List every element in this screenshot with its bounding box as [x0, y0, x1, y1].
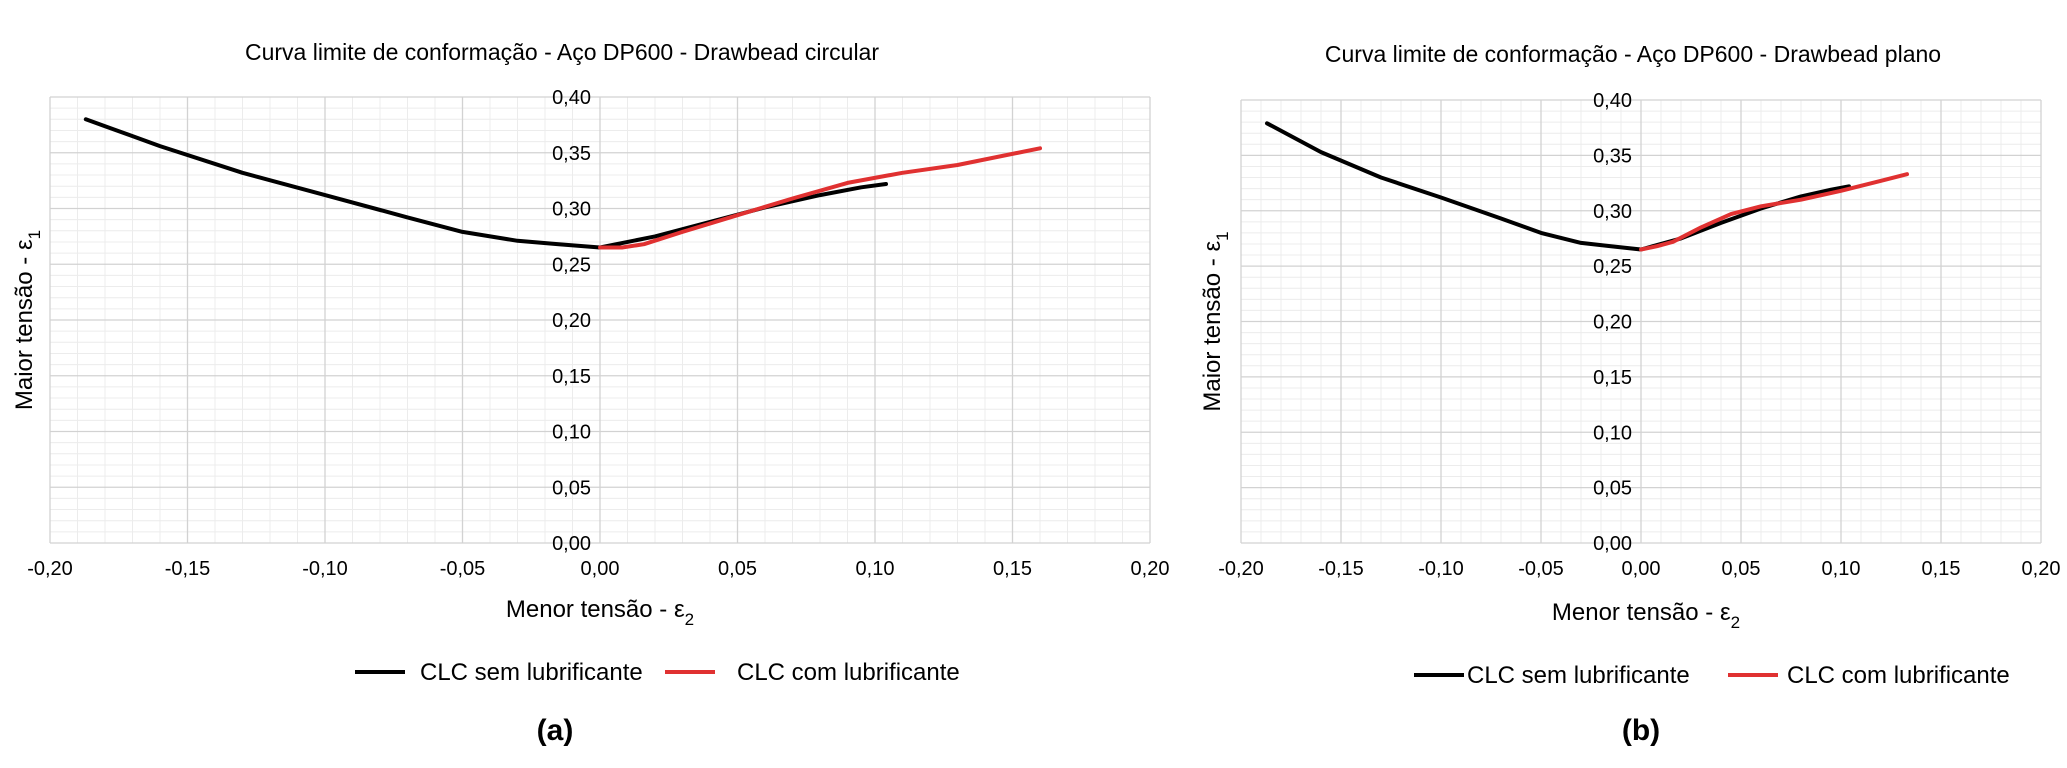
- x-tick-label: -0,05: [1518, 558, 1564, 580]
- x-tick-label: -0,20: [27, 558, 73, 580]
- legend: CLC sem lubrificante CLC com lubrificante: [355, 659, 960, 686]
- x-axis-label-text: Menor tensão - ε: [1552, 599, 1731, 626]
- x-tick-label: -0,20: [1218, 558, 1264, 580]
- y-tick-label: 0,20: [552, 310, 591, 332]
- y-axis-label: Maior tensão - ε1: [11, 230, 44, 410]
- y-tick-label: 0,40: [1593, 90, 1632, 112]
- x-tick-label: -0,10: [302, 558, 348, 580]
- series-line-sem-lubrificante: [83, 117, 888, 250]
- y-tick-label: 0,15: [1593, 367, 1632, 389]
- chart-b-svg: -0,20 -0,15 -0,10 -0,05 0,00 0,05 0,10 0,15 0,20…: [1199, 41, 2061, 747]
- series-line-com-lubrificante: [598, 146, 1042, 250]
- y-tick-label: 0,35: [552, 143, 591, 165]
- y-tick-label: 0,20: [1593, 312, 1632, 334]
- x-axis-label-subscript: 2: [1731, 613, 1740, 632]
- y-tick-label: 0,10: [1593, 422, 1632, 444]
- gridlines: [49, 96, 1151, 544]
- legend-label: CLC com lubrificante: [1787, 662, 2010, 689]
- x-tick-label: -0,05: [440, 558, 486, 580]
- y-tick-label: 0,40: [552, 87, 591, 109]
- y-tick-label: 0,30: [552, 199, 591, 221]
- y-axis-label-text: Maior tensão - ε: [1199, 241, 1226, 412]
- y-axis-label: Maior tensão - ε1: [1199, 231, 1232, 411]
- y-tick-label: 0,30: [1593, 201, 1632, 223]
- x-tick-label: 0,10: [1822, 558, 1861, 580]
- chart-panel-b: -0,20 -0,15 -0,10 -0,05 0,00 0,05 0,10 0,15 0,20…: [1180, 0, 2067, 768]
- chart-panel-a: -0,20 -0,15 -0,10 -0,05 0,00 0,05 0,10 0,15 0,20…: [11, 39, 1170, 747]
- y-tick-label: 0,25: [1593, 256, 1632, 278]
- y-axis-label-subscript: 1: [1213, 231, 1232, 240]
- panel-label: (b): [1622, 714, 1660, 747]
- y-axis-label-subscript: 1: [25, 230, 44, 239]
- x-axis-label-subscript: 2: [685, 610, 694, 629]
- y-tick-label: 0,05: [552, 477, 591, 499]
- gridlines: [1240, 99, 2042, 544]
- x-tick-label: 0,15: [993, 558, 1032, 580]
- legend-label: CLC sem lubrificante: [420, 659, 643, 686]
- x-tick-label: 0,00: [581, 558, 620, 580]
- x-tick-label: 0,10: [856, 558, 895, 580]
- x-axis-label-text: Menor tensão - ε: [506, 596, 685, 623]
- y-tick-label: 0,15: [552, 366, 591, 388]
- y-tick-label: 0,10: [552, 422, 591, 444]
- y-axis-label-text: Maior tensão - ε: [11, 239, 38, 410]
- legend: CLC sem lubrificante CLC com lubrificante: [1414, 662, 2010, 689]
- x-tick-label: 0,20: [1131, 558, 1170, 580]
- x-axis-label: Menor tensão - ε2: [506, 596, 694, 629]
- panel-label: (a): [537, 714, 574, 747]
- chart-a-svg: -0,20 -0,15 -0,10 -0,05 0,00 0,05 0,10 0,15 0,20…: [11, 39, 1170, 747]
- y-tick-label: 0,00: [552, 533, 591, 555]
- chart-title: Curva limite de conformação - Aço DP600 …: [1325, 41, 1941, 67]
- series-line-com-lubrificante: [1639, 172, 1909, 252]
- legend-label: CLC sem lubrificante: [1467, 662, 1690, 689]
- legend-label: CLC com lubrificante: [737, 659, 960, 686]
- x-tick-label: 0,15: [1922, 558, 1961, 580]
- chart-title: Curva limite de conformação - Aço DP600 …: [245, 39, 879, 65]
- y-tick-label: 0,25: [552, 254, 591, 276]
- x-tick-label: 0,05: [718, 558, 757, 580]
- x-tick-label: -0,15: [1318, 558, 1364, 580]
- x-tick-label: 0,00: [1622, 558, 1661, 580]
- x-axis-label: Menor tensão - ε2: [1552, 599, 1740, 632]
- x-tick-label: -0,10: [1418, 558, 1464, 580]
- y-tick-label: 0,00: [1593, 533, 1632, 555]
- x-tick-label: -0,15: [165, 558, 211, 580]
- x-tick-label: 0,20: [2022, 558, 2061, 580]
- series-line-sem-lubrificante: [1265, 121, 1851, 252]
- x-tick-label: 0,05: [1722, 558, 1761, 580]
- y-tick-label: 0,35: [1593, 145, 1632, 167]
- y-tick-label: 0,05: [1593, 478, 1632, 500]
